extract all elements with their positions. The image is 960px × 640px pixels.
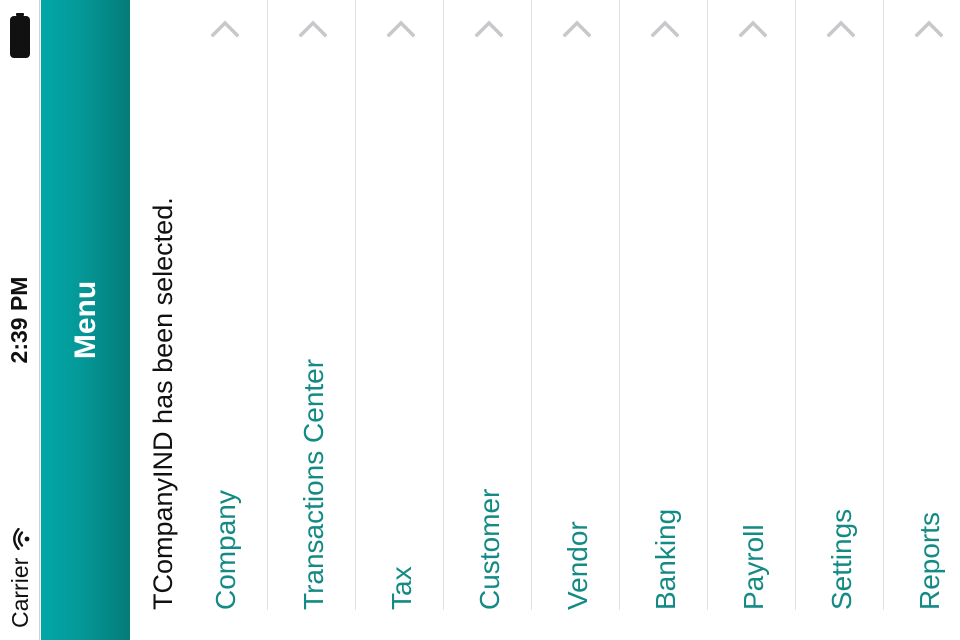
menu-item-label: Banking (650, 508, 681, 610)
menu-item-tax[interactable]: Tax (356, 0, 444, 610)
chevron-right-icon (474, 20, 504, 38)
menu-item-label: Reports (914, 511, 945, 610)
status-time: 2:39 PM (6, 276, 32, 364)
chevron-right-icon (386, 20, 416, 38)
chevron-right-icon (210, 20, 240, 38)
menu-item-label: Customer (474, 488, 505, 610)
menu-item-label: Payroll (738, 524, 769, 610)
menu-item-label: Tax (386, 566, 417, 610)
menu-item-label: Company (210, 490, 241, 610)
chevron-right-icon (826, 20, 856, 38)
battery-icon (10, 13, 30, 58)
menu-item-settings[interactable]: Settings (796, 0, 884, 610)
menu-item-vendor[interactable]: Vendor (532, 0, 620, 610)
menu-item-label: Transactions Center (298, 358, 329, 610)
menu-item-customer[interactable]: Customer (444, 0, 532, 610)
navigation-bar: Menu (41, 0, 130, 640)
menu-list: Company Transactions Center Tax Customer… (180, 0, 960, 640)
menu-item-transactions-center[interactable]: Transactions Center (268, 0, 356, 610)
chevron-right-icon (562, 20, 592, 38)
status-bar: Carrier 2:39 PM (0, 0, 40, 640)
menu-item-reports[interactable]: Reports (884, 0, 960, 610)
carrier-indicator: Carrier (7, 527, 34, 628)
chevron-right-icon (298, 20, 328, 38)
menu-item-payroll[interactable]: Payroll (708, 0, 796, 610)
wifi-icon (12, 527, 29, 550)
menu-item-company[interactable]: Company (180, 0, 268, 610)
menu-item-label: Vendor (562, 521, 593, 610)
chevron-right-icon (650, 20, 680, 38)
chevron-right-icon (914, 20, 944, 38)
selection-message: TCompanyIND has been selected. (148, 197, 178, 610)
menu-item-label: Settings (826, 508, 857, 610)
menu-item-banking[interactable]: Banking (620, 0, 708, 610)
chevron-right-icon (738, 20, 768, 38)
nav-title: Menu (69, 280, 102, 360)
